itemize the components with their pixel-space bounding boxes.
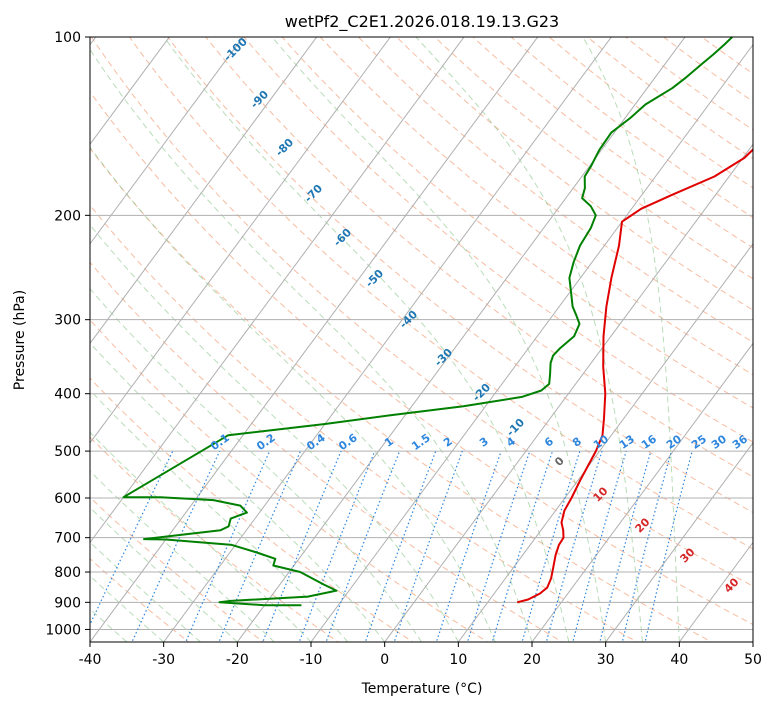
x-tick-label: 40	[670, 652, 688, 668]
isotherm-line	[752, 641, 753, 642]
mixing-ratio-line	[466, 450, 531, 642]
mixing-ratio-line	[491, 450, 554, 642]
moist-adiabat-line	[90, 541, 201, 642]
plot-frame	[89, 36, 754, 643]
chart-title: wetPf2_C2E1.2026.018.19.13.G23	[285, 12, 559, 32]
mixing-ratio-line	[393, 450, 463, 642]
series-layer	[122, 37, 753, 607]
moist-adiabat-line	[271, 37, 607, 642]
background-lines	[90, 37, 753, 642]
y-tick-label: 100	[54, 30, 81, 46]
isotherm-line	[90, 37, 539, 642]
x-tick-label: 50	[744, 652, 762, 668]
moist-adiabat-line	[90, 470, 275, 642]
mixing-ratio-line	[621, 450, 672, 642]
isotherm-line	[384, 143, 753, 642]
mixing-ratio-line	[545, 450, 603, 642]
plot-background	[90, 37, 753, 642]
dry-adiabat-line	[128, 37, 753, 550]
moist-adiabat-line	[163, 37, 570, 642]
mixing-ratio-line	[262, 450, 342, 642]
isotherm-line	[90, 37, 465, 544]
moist-adiabat-line	[90, 48, 533, 642]
temperature-profile	[516, 148, 753, 604]
dry-adiabat-line	[90, 147, 713, 642]
isotherm-line	[90, 37, 391, 444]
mixing-ratio-line	[644, 450, 693, 642]
moist-adiabat-line	[90, 342, 386, 642]
isotherm-line	[90, 37, 170, 146]
mixing-ratio-line	[364, 450, 437, 642]
moist-adiabat-line	[415, 37, 643, 642]
y-tick-label: 300	[54, 313, 81, 329]
mixing-ratio-line	[435, 450, 502, 642]
isotherm-line	[457, 242, 753, 642]
mixing-ratio-line	[572, 450, 627, 642]
moist-adiabat-line	[90, 389, 349, 642]
moist-adiabat-line	[90, 575, 165, 642]
x-tick-label: 20	[523, 652, 541, 668]
y-tick-label: 1000	[45, 622, 81, 638]
x-tick-label: 30	[597, 652, 615, 668]
isotherm-line	[90, 37, 318, 345]
mixing-ratio-line	[298, 450, 376, 642]
mixing-ratio-line	[521, 450, 581, 642]
axes-layer: -40 -30 -20 -10 0 10 20 30 40 50 100 200 300 400 500 60…	[45, 30, 762, 668]
isotherm-line	[163, 37, 612, 642]
y-axis-label: Pressure (hPa)	[12, 290, 28, 390]
x-axis-label: Temperature (°C)	[361, 681, 483, 697]
moist-adiabat-line	[582, 37, 680, 642]
dry-adiabat-line	[319, 37, 753, 376]
x-tick-label: -10	[300, 652, 323, 668]
x-tick-label: 10	[449, 652, 467, 668]
dry-adiabat-line	[90, 319, 489, 642]
moist-adiabat-line	[90, 506, 238, 642]
y-tick-label: 900	[54, 595, 81, 611]
dry-adiabat-line	[167, 37, 753, 514]
isotherm-line	[531, 342, 753, 642]
mixing-ratio-line	[599, 450, 652, 642]
y-tick-label: 700	[54, 531, 81, 547]
y-tick-label: 200	[54, 208, 81, 224]
mixing-ratio-line	[90, 450, 174, 626]
isotherm-line	[605, 442, 753, 642]
x-tick-label: 0	[380, 652, 389, 668]
y-tick-label: 400	[54, 387, 81, 403]
y-tick-label: 500	[54, 444, 81, 460]
dry-adiabat-line	[281, 37, 753, 409]
dry-adiabat-line	[90, 37, 753, 587]
dewpoint-profile	[122, 37, 733, 607]
mixing-ratio-line	[325, 450, 401, 642]
x-tick-label: -40	[79, 652, 102, 668]
mixing-ratio-line	[131, 450, 221, 642]
y-tick-label: 600	[54, 491, 81, 507]
moist-adiabat-line	[90, 224, 459, 642]
isotherm-line	[310, 43, 753, 642]
y-tick-label: 800	[54, 565, 81, 581]
isotherm-line	[90, 37, 244, 245]
x-tick-label: -20	[226, 652, 249, 668]
x-tick-label: -30	[152, 652, 175, 668]
moist-adiabat-line	[90, 288, 422, 642]
